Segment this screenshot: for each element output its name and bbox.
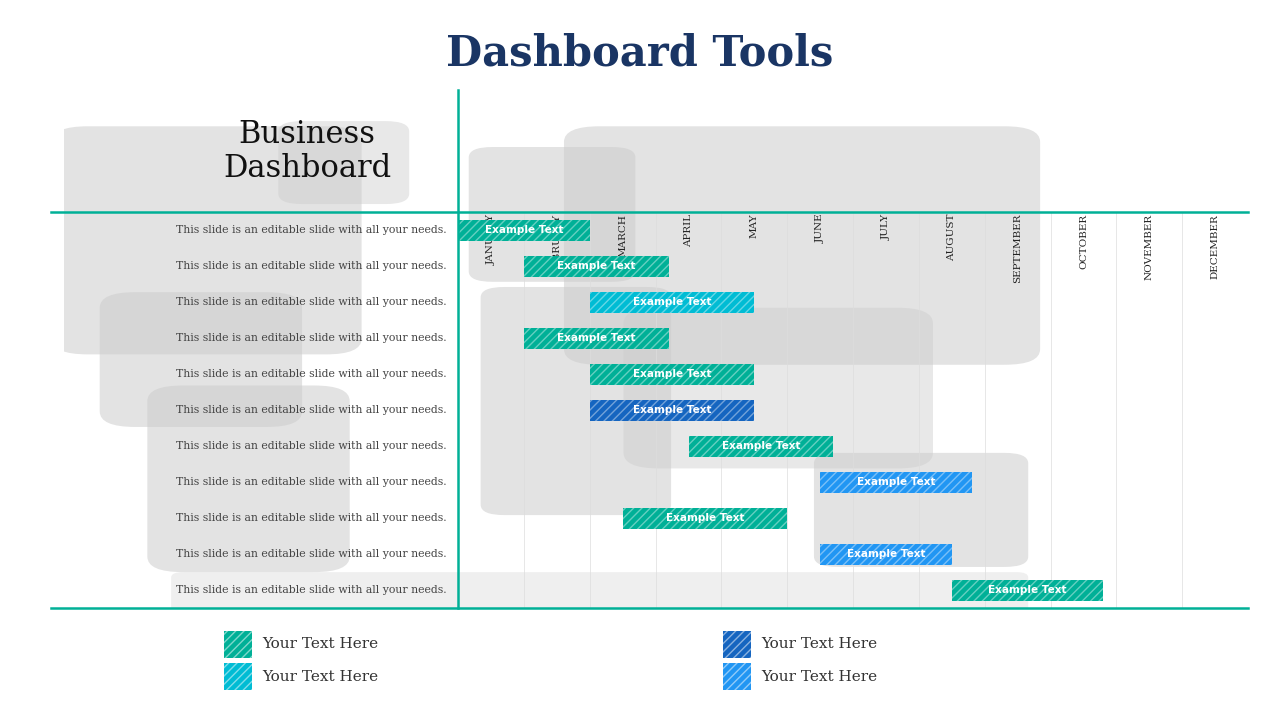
Bar [524, 256, 669, 276]
Text: Example Text: Example Text [666, 513, 744, 523]
Bar [820, 544, 952, 564]
Text: Example Text: Example Text [632, 405, 712, 415]
FancyBboxPatch shape [623, 307, 933, 469]
FancyBboxPatch shape [278, 121, 410, 204]
Text: This slide is an editable slide with all your needs.: This slide is an editable slide with all… [177, 477, 447, 487]
Text: This slide is an editable slide with all your needs.: This slide is an editable slide with all… [177, 369, 447, 379]
Bar [820, 544, 952, 564]
Bar [458, 220, 590, 240]
Bar [590, 292, 754, 312]
Bar [524, 328, 669, 349]
Text: This slide is an editable slide with all your needs.: This slide is an editable slide with all… [177, 333, 447, 343]
Bar [524, 328, 669, 349]
Bar [590, 364, 754, 384]
Text: This slide is an editable slide with all your needs.: This slide is an editable slide with all… [177, 297, 447, 307]
Bar [458, 220, 590, 240]
Bar [590, 364, 754, 384]
FancyBboxPatch shape [172, 572, 1028, 613]
FancyBboxPatch shape [481, 287, 671, 515]
Text: This slide is an editable slide with all your needs.: This slide is an editable slide with all… [177, 513, 447, 523]
Text: Your Text Here: Your Text Here [762, 670, 878, 684]
Text: Example Text: Example Text [632, 297, 712, 307]
Text: This slide is an editable slide with all your needs.: This slide is an editable slide with all… [177, 261, 447, 271]
Bar [623, 508, 787, 528]
Text: Example Text: Example Text [557, 333, 636, 343]
Text: Business
Dashboard: Business Dashboard [223, 119, 392, 184]
FancyBboxPatch shape [52, 126, 362, 354]
Bar [590, 400, 754, 420]
Bar [623, 508, 787, 528]
Bar [590, 400, 754, 420]
Text: Dashboard Tools: Dashboard Tools [447, 32, 833, 74]
Text: This slide is an editable slide with all your needs.: This slide is an editable slide with all… [177, 585, 447, 595]
Text: Your Text Here: Your Text Here [262, 637, 379, 652]
Bar [820, 472, 972, 492]
Text: Example Text: Example Text [485, 225, 563, 235]
Text: Your Text Here: Your Text Here [762, 637, 878, 652]
Bar [524, 256, 669, 276]
Text: Example Text: Example Text [856, 477, 936, 487]
FancyBboxPatch shape [814, 453, 1028, 567]
Text: This slide is an editable slide with all your needs.: This slide is an editable slide with all… [177, 441, 447, 451]
Text: Example Text: Example Text [988, 585, 1066, 595]
Text: Example Text: Example Text [722, 441, 800, 451]
FancyBboxPatch shape [564, 126, 1041, 365]
Bar [820, 472, 972, 492]
Text: Example Text: Example Text [632, 369, 712, 379]
Text: This slide is an editable slide with all your needs.: This slide is an editable slide with all… [177, 225, 447, 235]
Text: Your Text Here: Your Text Here [262, 670, 379, 684]
FancyBboxPatch shape [468, 147, 635, 282]
Bar [590, 292, 754, 312]
Bar [689, 436, 833, 457]
Text: Example Text: Example Text [847, 549, 925, 559]
Bar [952, 580, 1103, 600]
FancyBboxPatch shape [100, 292, 302, 427]
Bar [689, 436, 833, 457]
Bar [952, 580, 1103, 600]
FancyBboxPatch shape [147, 385, 349, 572]
Text: This slide is an editable slide with all your needs.: This slide is an editable slide with all… [177, 405, 447, 415]
Text: This slide is an editable slide with all your needs.: This slide is an editable slide with all… [177, 549, 447, 559]
Text: Example Text: Example Text [557, 261, 636, 271]
